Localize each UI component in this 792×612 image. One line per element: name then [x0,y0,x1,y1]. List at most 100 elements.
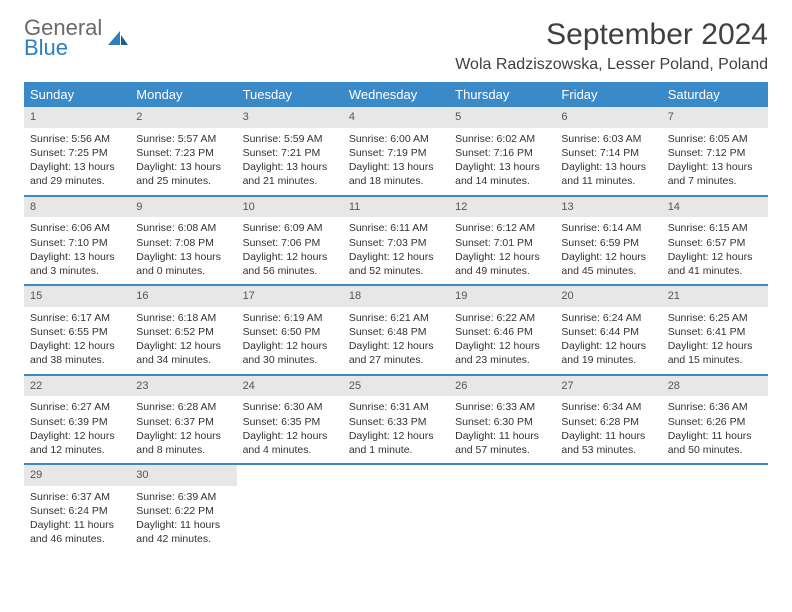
daylight-line2: and 53 minutes. [561,443,655,457]
daylight-line2: and 50 minutes. [668,443,762,457]
daylight-line1: Daylight: 12 hours [349,250,443,264]
brand-line2: Blue [24,35,68,60]
day-detail-cell: Sunrise: 6:11 AMSunset: 7:03 PMDaylight:… [343,217,449,285]
sunset-text: Sunset: 7:14 PM [561,146,655,160]
day-number-cell: 10 [237,196,343,218]
sunrise-text: Sunrise: 6:06 AM [30,221,124,235]
day-number-cell: 23 [130,375,236,397]
daylight-line2: and 25 minutes. [136,174,230,188]
daylight-line2: and 34 minutes. [136,353,230,367]
daylight-line1: Daylight: 12 hours [455,250,549,264]
day-detail-cell: Sunrise: 6:09 AMSunset: 7:06 PMDaylight:… [237,217,343,285]
day-detail-cell: Sunrise: 6:39 AMSunset: 6:22 PMDaylight:… [130,486,236,553]
daylight-line2: and 30 minutes. [243,353,337,367]
daylight-line1: Daylight: 13 hours [136,160,230,174]
daylight-line1: Daylight: 12 hours [349,429,443,443]
daylight-line1: Daylight: 13 hours [30,250,124,264]
sunset-text: Sunset: 6:48 PM [349,325,443,339]
day-number-cell: 27 [555,375,661,397]
daylight-line1: Daylight: 12 hours [30,339,124,353]
day-detail-cell: Sunrise: 6:31 AMSunset: 6:33 PMDaylight:… [343,396,449,464]
sunset-text: Sunset: 7:03 PM [349,236,443,250]
month-title: September 2024 [455,18,768,52]
daylight-line2: and 18 minutes. [349,174,443,188]
day-number-cell: 9 [130,196,236,218]
sunset-text: Sunset: 6:28 PM [561,415,655,429]
page-header: General Blue September 2024 Wola Radzisz… [24,18,768,74]
day-number-cell: 18 [343,285,449,307]
day-number-cell: 2 [130,107,236,128]
sunrise-text: Sunrise: 6:21 AM [349,311,443,325]
day-number-cell: 8 [24,196,130,218]
day-number-cell: 19 [449,285,555,307]
brand-sail-icon [106,29,130,47]
daylight-line2: and 52 minutes. [349,264,443,278]
day-detail-cell: Sunrise: 6:24 AMSunset: 6:44 PMDaylight:… [555,307,661,375]
sunrise-text: Sunrise: 6:25 AM [668,311,762,325]
sunset-text: Sunset: 6:26 PM [668,415,762,429]
daylight-line2: and 8 minutes. [136,443,230,457]
sunset-text: Sunset: 6:52 PM [136,325,230,339]
sunset-text: Sunset: 7:06 PM [243,236,337,250]
sunrise-text: Sunrise: 5:57 AM [136,132,230,146]
day-detail-cell [343,486,449,553]
sunrise-text: Sunrise: 6:28 AM [136,400,230,414]
sunset-text: Sunset: 7:21 PM [243,146,337,160]
daylight-line2: and 41 minutes. [668,264,762,278]
day-detail-cell [237,486,343,553]
daylight-line1: Daylight: 11 hours [136,518,230,532]
sunrise-text: Sunrise: 6:34 AM [561,400,655,414]
daylight-line1: Daylight: 12 hours [668,250,762,264]
day-detail-cell: Sunrise: 6:28 AMSunset: 6:37 PMDaylight:… [130,396,236,464]
week-detail-row: Sunrise: 6:37 AMSunset: 6:24 PMDaylight:… [24,486,768,553]
week-daynum-row: 891011121314 [24,196,768,218]
sunrise-text: Sunrise: 5:56 AM [30,132,124,146]
daylight-line1: Daylight: 12 hours [455,339,549,353]
day-detail-cell: Sunrise: 6:37 AMSunset: 6:24 PMDaylight:… [24,486,130,553]
sunrise-text: Sunrise: 6:15 AM [668,221,762,235]
day-detail-cell: Sunrise: 6:27 AMSunset: 6:39 PMDaylight:… [24,396,130,464]
sunrise-text: Sunrise: 6:30 AM [243,400,337,414]
daylight-line1: Daylight: 12 hours [243,429,337,443]
daylight-line1: Daylight: 12 hours [136,429,230,443]
brand-text: General Blue [24,18,102,58]
day-detail-cell: Sunrise: 6:17 AMSunset: 6:55 PMDaylight:… [24,307,130,375]
day-number-cell: 28 [662,375,768,397]
day-number-cell: 25 [343,375,449,397]
daylight-line2: and 1 minute. [349,443,443,457]
sunset-text: Sunset: 6:22 PM [136,504,230,518]
day-detail-cell: Sunrise: 6:33 AMSunset: 6:30 PMDaylight:… [449,396,555,464]
daylight-line2: and 46 minutes. [30,532,124,546]
daylight-line2: and 4 minutes. [243,443,337,457]
day-number-cell: 29 [24,464,130,486]
day-detail-cell: Sunrise: 6:34 AMSunset: 6:28 PMDaylight:… [555,396,661,464]
day-detail-cell: Sunrise: 6:19 AMSunset: 6:50 PMDaylight:… [237,307,343,375]
daylight-line1: Daylight: 13 hours [561,160,655,174]
sunrise-text: Sunrise: 6:37 AM [30,490,124,504]
day-number-cell: 30 [130,464,236,486]
daylight-line2: and 38 minutes. [30,353,124,367]
day-number-cell: 16 [130,285,236,307]
day-number-cell: 22 [24,375,130,397]
dayname-mon: Monday [130,82,236,107]
week-detail-row: Sunrise: 6:17 AMSunset: 6:55 PMDaylight:… [24,307,768,375]
day-detail-cell: Sunrise: 5:57 AMSunset: 7:23 PMDaylight:… [130,128,236,196]
dayname-fri: Friday [555,82,661,107]
daylight-line1: Daylight: 11 hours [561,429,655,443]
day-number-cell: 13 [555,196,661,218]
daylight-line2: and 29 minutes. [30,174,124,188]
daylight-line2: and 45 minutes. [561,264,655,278]
sunrise-text: Sunrise: 6:31 AM [349,400,443,414]
daylight-line2: and 3 minutes. [30,264,124,278]
daylight-line2: and 27 minutes. [349,353,443,367]
sunset-text: Sunset: 7:19 PM [349,146,443,160]
daylight-line1: Daylight: 12 hours [30,429,124,443]
sunset-text: Sunset: 6:50 PM [243,325,337,339]
week-daynum-row: 22232425262728 [24,375,768,397]
calendar-head: Sunday Monday Tuesday Wednesday Thursday… [24,82,768,107]
day-detail-cell: Sunrise: 6:02 AMSunset: 7:16 PMDaylight:… [449,128,555,196]
day-number-cell: 26 [449,375,555,397]
daylight-line2: and 7 minutes. [668,174,762,188]
brand-logo: General Blue [24,18,130,58]
title-block: September 2024 Wola Radziszowska, Lesser… [455,18,768,74]
